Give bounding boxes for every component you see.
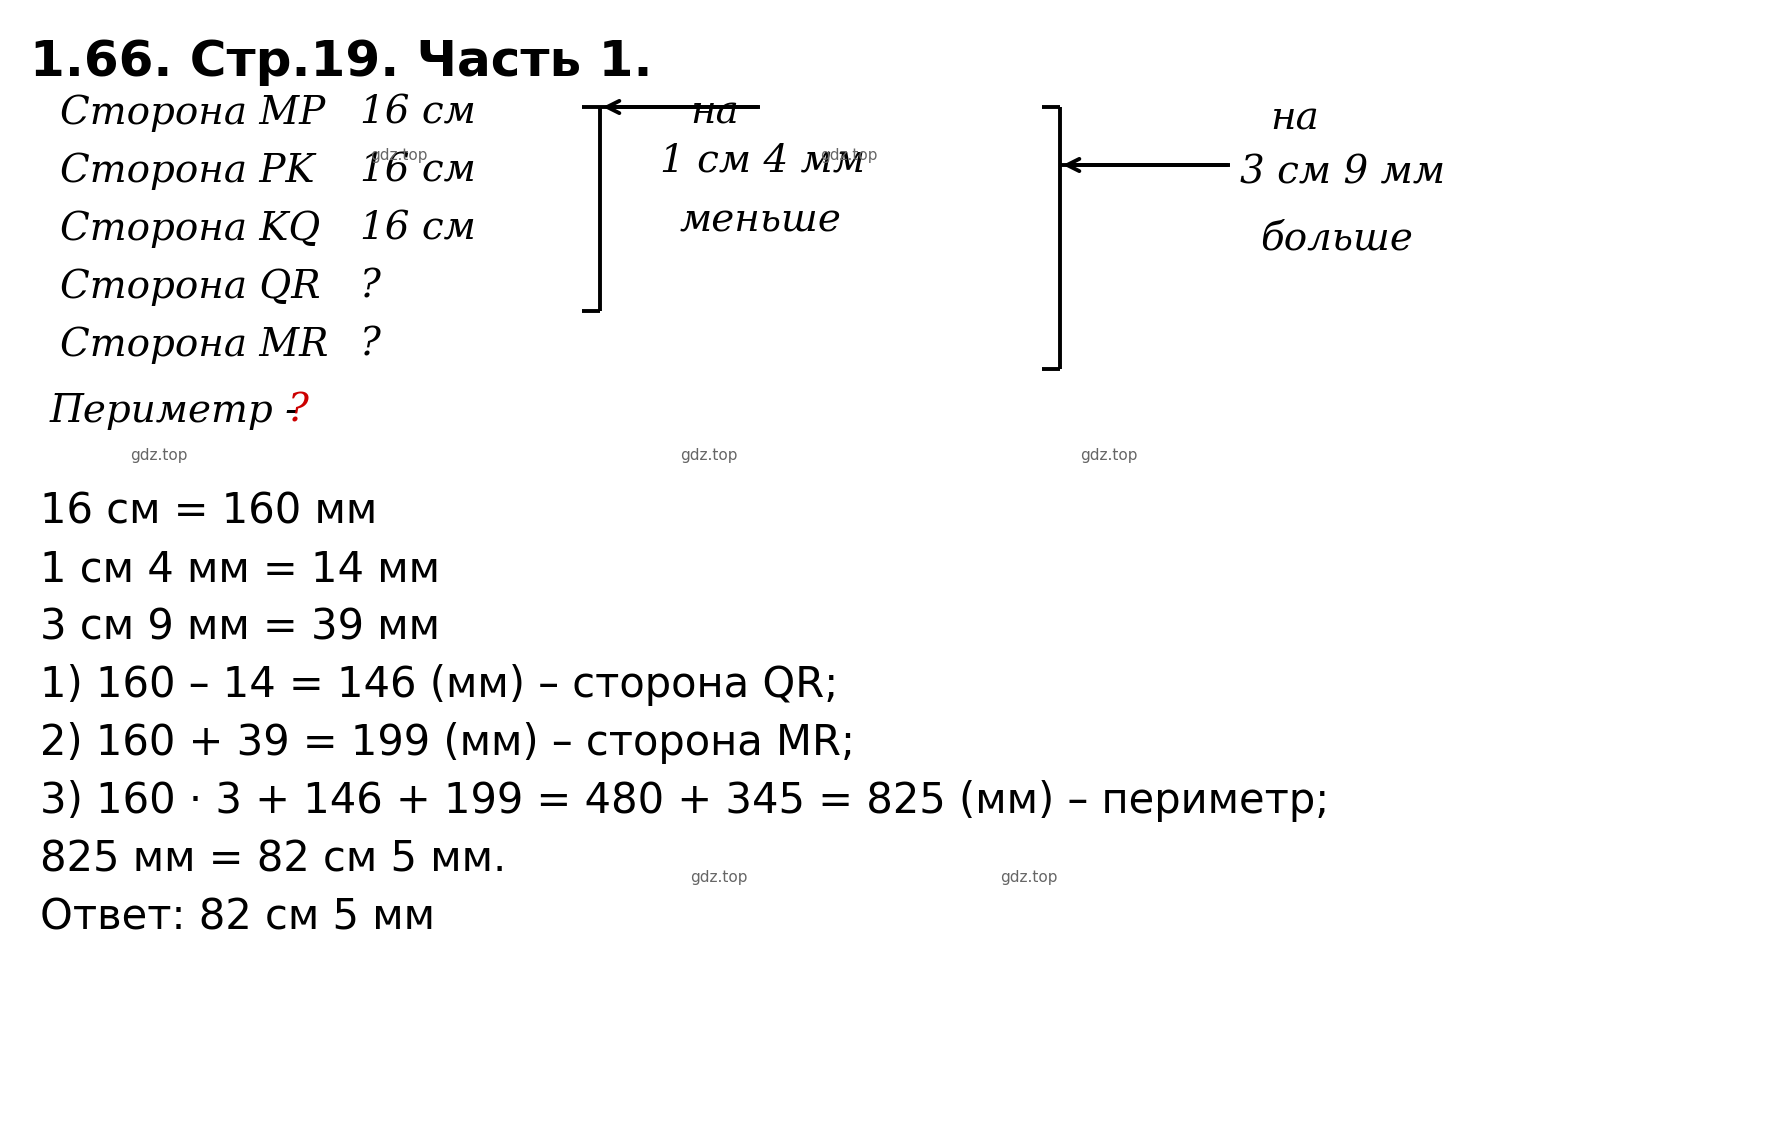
Text: 16 см: 16 см	[360, 96, 475, 132]
Text: Сторона QR: Сторона QR	[61, 269, 320, 307]
Text: ?: ?	[360, 327, 381, 364]
Text: 2) 160 + 39 = 199 (мм) – сторона MR;: 2) 160 + 39 = 199 (мм) – сторона MR;	[39, 722, 854, 764]
Text: 3 см 9 мм = 39 мм: 3 см 9 мм = 39 мм	[39, 606, 440, 648]
Text: больше: больше	[1260, 219, 1413, 257]
Text: 16 см: 16 см	[360, 211, 475, 248]
Text: 16 см = 160 мм: 16 см = 160 мм	[39, 490, 377, 532]
Text: 825 мм = 82 см 5 мм.: 825 мм = 82 см 5 мм.	[39, 838, 506, 880]
Text: 1) 160 – 14 = 146 (мм) – сторона QR;: 1) 160 – 14 = 146 (мм) – сторона QR;	[39, 664, 838, 706]
Text: на: на	[1269, 100, 1319, 136]
Text: на: на	[691, 96, 739, 132]
Text: Сторона KQ: Сторона KQ	[61, 211, 320, 249]
Text: 1 см 4 мм: 1 см 4 мм	[660, 143, 865, 180]
Text: 16 см: 16 см	[360, 153, 475, 190]
Text: 1 см 4 мм = 14 мм: 1 см 4 мм = 14 мм	[39, 548, 440, 590]
Text: gdz.top: gdz.top	[1000, 870, 1057, 885]
Text: Сторона PK: Сторона PK	[61, 153, 315, 191]
Text: Ответ: 82 см 5 мм: Ответ: 82 см 5 мм	[39, 896, 434, 938]
Text: gdz.top: gdz.top	[370, 148, 427, 163]
Text: Сторона MR: Сторона MR	[61, 327, 328, 365]
Text: 1.66. Стр.19. Часть 1.: 1.66. Стр.19. Часть 1.	[30, 38, 653, 86]
Text: gdz.top: gdz.top	[1080, 448, 1137, 463]
Text: 3 см 9 мм: 3 см 9 мм	[1241, 155, 1445, 192]
Text: 3) 160 · 3 + 146 + 199 = 480 + 345 = 825 (мм) – периметр;: 3) 160 · 3 + 146 + 199 = 480 + 345 = 825…	[39, 780, 1330, 822]
Text: Сторона MP: Сторона MP	[61, 96, 326, 133]
Text: Периметр -: Периметр -	[50, 393, 312, 430]
Text: ?: ?	[360, 269, 381, 306]
Text: gdz.top: gdz.top	[130, 448, 187, 463]
Text: ?: ?	[288, 393, 310, 430]
Text: gdz.top: gdz.top	[680, 448, 737, 463]
Text: gdz.top: gdz.top	[691, 870, 748, 885]
Text: gdz.top: gdz.top	[821, 148, 878, 163]
Text: меньше: меньше	[680, 204, 842, 240]
